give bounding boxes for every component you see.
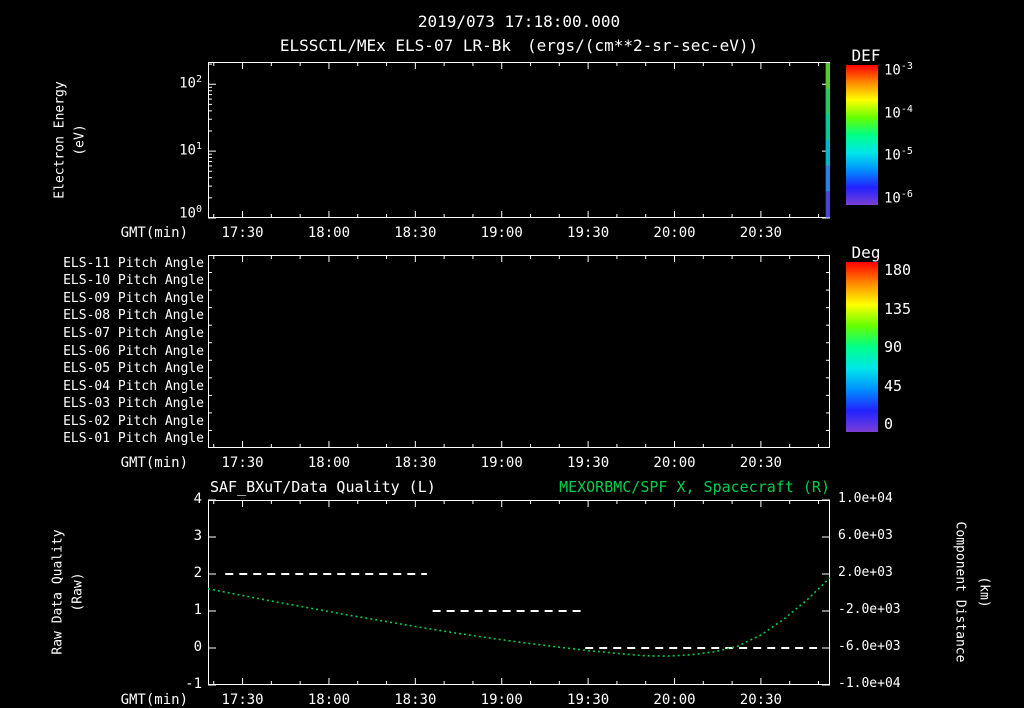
x-tick-label: 17:30	[221, 692, 264, 708]
els-row-label: ELS-08 Pitch Angle	[63, 308, 204, 324]
x-tick-label: 19:00	[480, 455, 523, 471]
panel-border	[208, 500, 830, 685]
energy-tick-label: 101	[179, 141, 202, 159]
distance-tick-label: -2.0e+03	[838, 602, 901, 617]
energy-tick-label: 102	[179, 74, 202, 92]
colorbar-deg-tick: 135	[884, 299, 912, 318]
colorbar-def-title: DEF	[851, 46, 881, 65]
x-tick-label: 18:00	[307, 455, 351, 471]
els-row-label: ELS-06 Pitch Angle	[63, 343, 204, 359]
energy-tick-label: 100	[179, 204, 202, 222]
quality-tick-label: 1	[193, 602, 202, 618]
x-tick-label: 20:00	[653, 692, 696, 708]
plot-title: ELSSCIL/MEx ELS-07 LR-Bk (ergs/(cm**2-sr-…	[208, 36, 830, 55]
datetime-title: 2019/073 17:18:00.000	[417, 12, 621, 31]
els-row-label: ELS-07 Pitch Angle	[63, 325, 204, 341]
distance-tick-label: -6.0e+03	[838, 639, 901, 654]
colorbar-deg-tick: 90	[884, 338, 903, 356]
x-tick-label: 18:00	[307, 692, 351, 708]
colorbar-def-tick: 10-4	[884, 103, 913, 122]
quality-tick-label: 0	[193, 639, 202, 655]
gmt-label-panel2: GMT(min)	[120, 455, 188, 471]
colorbar-deg-tick: 0	[884, 415, 894, 433]
x-tick-label: 19:30	[567, 692, 610, 708]
x-tick-label: 19:00	[480, 692, 523, 708]
distance-tick-label: 2.0e+03	[838, 565, 893, 580]
spacecraft-title: MEXORBMC/SPF X, Spacecraft (R)	[559, 478, 830, 496]
x-tick-label: 19:00	[480, 225, 523, 241]
x-tick-label: 18:30	[394, 455, 437, 471]
spectrogram-data-strip	[825, 63, 830, 90]
x-tick-label: 20:30	[739, 225, 782, 241]
x-tick-label: 19:30	[567, 455, 610, 471]
x-tick-label: 20:30	[739, 455, 782, 471]
spectrogram-data-strip	[825, 165, 830, 192]
gmt-label-panel1: GMT(min)	[120, 225, 188, 241]
x-tick-label: 20:30	[739, 692, 782, 708]
distance-tick-label: -1.0e+04	[838, 676, 901, 691]
els-row-label: ELS-10 Pitch Angle	[63, 273, 204, 289]
spectrogram-data-strip	[825, 140, 830, 167]
els-row-label: ELS-05 Pitch Angle	[63, 361, 204, 377]
x-tick-label: 19:30	[567, 225, 610, 241]
distance-tick-label: 1.0e+04	[838, 491, 893, 506]
els-row-label: ELS-01 Pitch Angle	[63, 431, 204, 447]
els-row-label: ELS-04 Pitch Angle	[63, 378, 204, 394]
els-row-label: ELS-09 Pitch Angle	[63, 290, 204, 306]
quality-tick-label: 2	[193, 565, 202, 581]
spectrogram-data-strip	[825, 88, 830, 115]
x-tick-label: 18:30	[394, 692, 437, 708]
gmt-label-panel3: GMT(min)	[120, 692, 188, 708]
els-row-label: ELS-03 Pitch Angle	[63, 396, 204, 412]
distance-tick-label: 6.0e+03	[838, 528, 893, 543]
quality-tick-label: 4	[193, 491, 202, 507]
panel-border	[208, 255, 830, 448]
quality-title: SAF_BXuT/Data Quality (L)	[210, 478, 436, 496]
colorbar-deg-tick: 45	[884, 376, 903, 395]
quality-tick-label: -1	[185, 676, 202, 692]
els-row-label: ELS-11 Pitch Angle	[63, 255, 204, 271]
colorbar-deg	[846, 262, 878, 432]
x-tick-label: 18:00	[307, 225, 351, 241]
x-tick-label: 17:30	[221, 225, 264, 241]
colorbar-def	[846, 65, 878, 205]
spectrogram-data-strip	[825, 114, 830, 141]
x-tick-label: 20:00	[653, 225, 696, 241]
x-tick-label: 20:00	[653, 455, 696, 471]
colorbar-deg-tick: 180	[884, 261, 912, 279]
colorbar-deg-title: Deg	[851, 243, 881, 262]
els-row-label: ELS-02 Pitch Angle	[63, 413, 204, 429]
x-tick-label: 17:30	[221, 455, 264, 471]
instrument-title: ELSSCIL/MEx ELS-07 LR-Bk	[279, 36, 511, 55]
colorbar-def-tick: 10-5	[884, 146, 913, 164]
spectrogram-data-strip	[825, 191, 830, 218]
colorbar-def-tick: 10-6	[884, 189, 913, 207]
units-label: (ergs/(cm**2-sr-sec-eV))	[527, 36, 759, 55]
quality-tick-label: 3	[193, 528, 202, 544]
colorbar-def-tick: 10-3	[884, 61, 913, 79]
x-tick-label: 18:30	[394, 225, 437, 241]
